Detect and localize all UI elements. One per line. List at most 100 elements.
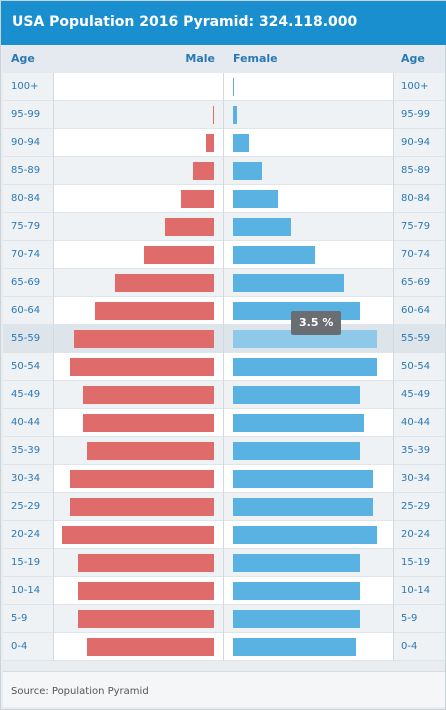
- table-row: 80-84 80-84: [3, 185, 445, 213]
- age-label: 40-44: [393, 409, 445, 437]
- age-label: 5-9: [393, 605, 445, 633]
- male-bar[interactable]: [74, 330, 214, 348]
- age-label: 100+: [393, 73, 445, 101]
- table-row: 0-4 0-4: [3, 633, 445, 661]
- age-label: 5-9: [3, 605, 53, 633]
- table-row: 30-34 30-34: [3, 465, 445, 493]
- table-row: 45-49 45-49: [3, 381, 445, 409]
- male-bar[interactable]: [70, 498, 214, 516]
- age-label: 80-84: [393, 185, 445, 213]
- table-row: 55-59 55-59: [3, 325, 445, 353]
- male-bar[interactable]: [78, 582, 214, 600]
- table-row: 25-29 25-29: [3, 493, 445, 521]
- female-bar[interactable]: [233, 330, 377, 348]
- table-row: 15-19 15-19: [3, 549, 445, 577]
- widget-header: USA Population 2016 Pyramid: 324.118.000: [1, 1, 446, 45]
- age-label: 55-59: [393, 325, 445, 353]
- male-bar[interactable]: [87, 442, 214, 460]
- male-bar[interactable]: [70, 358, 214, 376]
- age-label: 90-94: [3, 129, 53, 157]
- female-bar[interactable]: [233, 414, 364, 432]
- female-bar[interactable]: [233, 638, 356, 656]
- age-label: 55-59: [3, 325, 53, 353]
- age-label: 70-74: [3, 241, 53, 269]
- table-row: 70-74 70-74: [3, 241, 445, 269]
- male-bar[interactable]: [95, 302, 214, 320]
- age-label: 15-19: [393, 549, 445, 577]
- female-bar[interactable]: [233, 498, 373, 516]
- male-cell: [53, 101, 223, 129]
- age-label: 95-99: [3, 101, 53, 129]
- male-bar[interactable]: [78, 610, 214, 628]
- female-bar[interactable]: [233, 610, 360, 628]
- table-row: 100+ 100+: [3, 73, 445, 101]
- male-bar[interactable]: [206, 134, 214, 152]
- pyramid-table: Age Male Female Age 100+ 100+ 95-99 95-99 90…: [3, 45, 445, 661]
- male-bar[interactable]: [83, 386, 214, 404]
- female-cell: [223, 73, 393, 101]
- female-header: Female: [223, 45, 393, 73]
- divider-line: [53, 73, 54, 661]
- table-row: 10-14 10-14: [3, 577, 445, 605]
- source-credit: Source: Population Pyramid: [11, 686, 149, 697]
- male-bar[interactable]: [87, 638, 214, 656]
- table-row: 85-89 85-89: [3, 157, 445, 185]
- age-label: 65-69: [3, 269, 53, 297]
- male-bar[interactable]: [62, 526, 214, 544]
- age-label: 20-24: [3, 521, 53, 549]
- table-row: 65-69 65-69: [3, 269, 445, 297]
- male-bar[interactable]: [181, 190, 214, 208]
- male-header: Male: [53, 45, 223, 73]
- male-cell: [53, 129, 223, 157]
- age-label: 30-34: [393, 465, 445, 493]
- table-row: 50-54 50-54: [3, 353, 445, 381]
- female-bar[interactable]: [233, 78, 234, 96]
- age-label: 25-29: [3, 493, 53, 521]
- male-bar[interactable]: [213, 106, 214, 124]
- age-label: 45-49: [3, 381, 53, 409]
- male-bar[interactable]: [78, 554, 214, 572]
- female-bar[interactable]: [233, 274, 344, 292]
- age-label: 50-54: [3, 353, 53, 381]
- female-bar[interactable]: [233, 386, 360, 404]
- age-label: 15-19: [3, 549, 53, 577]
- table-row: 95-99 95-99: [3, 101, 445, 129]
- female-bar[interactable]: [233, 554, 360, 572]
- age-label: 60-64: [3, 297, 53, 325]
- female-bar[interactable]: [233, 246, 315, 264]
- female-bar[interactable]: [233, 470, 373, 488]
- female-cell: [223, 129, 393, 157]
- age-label: 45-49: [393, 381, 445, 409]
- female-bar[interactable]: [233, 218, 291, 236]
- male-bar[interactable]: [144, 246, 214, 264]
- age-label: 0-4: [3, 633, 53, 661]
- female-bar[interactable]: [233, 526, 377, 544]
- female-bar[interactable]: [233, 442, 360, 460]
- female-bar[interactable]: [233, 582, 360, 600]
- female-bar[interactable]: [233, 106, 237, 124]
- female-bar[interactable]: [233, 134, 249, 152]
- male-bar[interactable]: [115, 274, 214, 292]
- table-row: 5-9 5-9: [3, 605, 445, 633]
- male-bar[interactable]: [83, 414, 214, 432]
- age-label: 50-54: [393, 353, 445, 381]
- age-label: 100+: [3, 73, 53, 101]
- age-label: 35-39: [3, 437, 53, 465]
- female-cell: [223, 101, 393, 129]
- age-label: 70-74: [393, 241, 445, 269]
- age-label: 35-39: [393, 437, 445, 465]
- male-bar[interactable]: [165, 218, 214, 236]
- female-bar[interactable]: [233, 358, 377, 376]
- male-bar[interactable]: [70, 470, 214, 488]
- age-label: 80-84: [3, 185, 53, 213]
- age-label: 30-34: [3, 465, 53, 493]
- age-label: 65-69: [393, 269, 445, 297]
- age-label: 25-29: [393, 493, 445, 521]
- female-bar[interactable]: [233, 162, 262, 180]
- male-bar[interactable]: [193, 162, 214, 180]
- female-bar[interactable]: [233, 190, 278, 208]
- age-label: 20-24: [393, 521, 445, 549]
- age-label: 0-4: [393, 633, 445, 661]
- table-row: 40-44 40-44: [3, 409, 445, 437]
